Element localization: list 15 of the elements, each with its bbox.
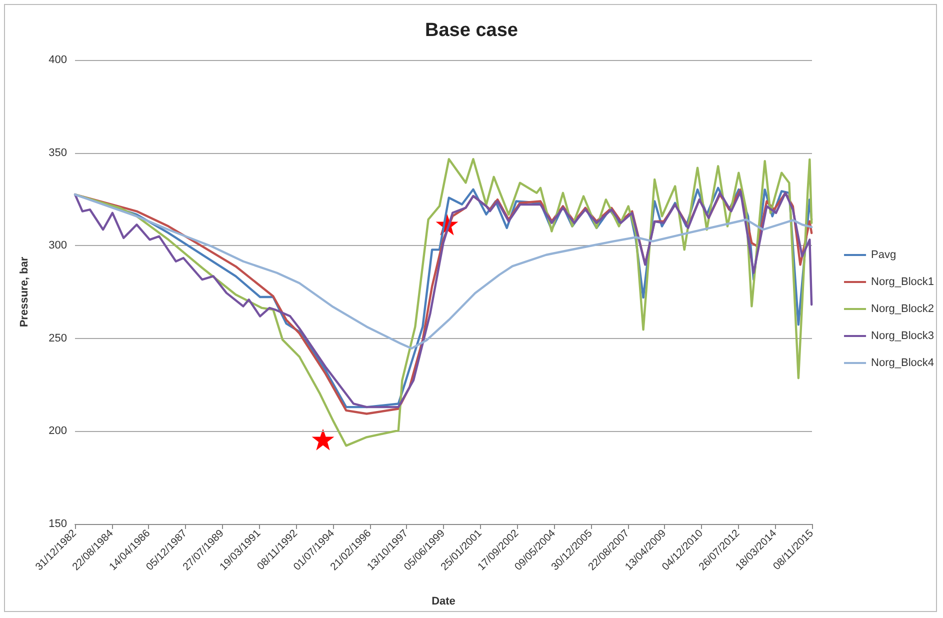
legend-label: Norg_Block1 [871,276,934,288]
y-tick-label: 200 [48,425,67,438]
legend-label: Pavg [871,249,896,261]
legend-label: Norg_Block3 [871,330,934,342]
y-tick-label: 350 [48,146,67,159]
line-series [74,193,813,350]
x-axis-title: Date [432,596,456,608]
y-tick-label: 300 [48,240,67,252]
chart-title: Base case [425,20,518,41]
legend-label: Norg_Block2 [871,303,934,315]
y-tick-label: 250 [48,332,67,344]
y-axis-title: Pressure, bar [18,256,30,328]
y-tick-label: 400 [48,54,67,66]
y-tick-label: 150 [48,518,67,530]
legend-label: Norg_Block4 [871,357,934,369]
